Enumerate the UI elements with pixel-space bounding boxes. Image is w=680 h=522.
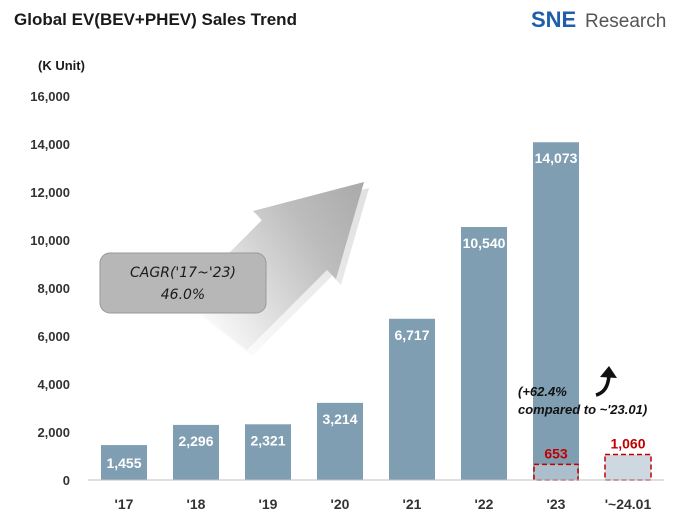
y-tick-label: 2,000 xyxy=(37,425,70,440)
bar xyxy=(101,445,147,480)
y-tick-label: 6,000 xyxy=(37,329,70,344)
unit-label: (K Unit) xyxy=(38,58,85,73)
x-tick-label: '23 xyxy=(547,496,566,512)
cagr-value: 46.0% xyxy=(161,287,205,303)
x-tick-label: '18 xyxy=(187,496,206,512)
bar-value-label: 2,321 xyxy=(250,432,285,448)
growth-note-line1: (+62.4% xyxy=(518,384,567,399)
x-tick-label: '17 xyxy=(115,496,134,512)
growth-note: (+62.4% compared to ~'23.01) xyxy=(518,366,647,417)
bar xyxy=(533,142,579,481)
bar-value-label: 2,296 xyxy=(178,433,213,449)
y-tick-label: 16,000 xyxy=(30,89,70,104)
growth-note-line2: compared to ~'23.01) xyxy=(518,402,647,417)
growth-arrowhead-icon xyxy=(600,366,617,378)
x-tick-label: '20 xyxy=(331,496,350,512)
bar-value-label: 14,073 xyxy=(535,150,578,166)
y-tick-label: 4,000 xyxy=(37,377,70,392)
bar xyxy=(317,402,363,480)
sne-research-logo: SNE Research xyxy=(531,7,666,32)
bar xyxy=(245,424,291,480)
y-tick-label: 10,000 xyxy=(30,233,70,248)
chart-title: Global EV(BEV+PHEV) Sales Trend xyxy=(14,10,297,29)
bar xyxy=(173,424,219,480)
y-tick-label: 12,000 xyxy=(30,185,70,200)
logo-suffix: Research xyxy=(585,11,666,32)
highlight-segment xyxy=(533,463,579,481)
highlight-value-label: 653 xyxy=(544,445,568,461)
y-tick-label: 14,000 xyxy=(30,137,70,152)
growth-arrow-icon xyxy=(595,374,611,397)
y-axis: 0 2,000 4,000 6,000 8,000 10,000 12,000 14,000 1… xyxy=(30,89,70,488)
logo-brand: SNE xyxy=(531,7,576,32)
bar-value-label: 6,717 xyxy=(394,327,429,343)
x-tick-label: '19 xyxy=(259,496,278,512)
cagr-label: CAGR('17~'23) xyxy=(130,265,236,281)
x-tick-label: '22 xyxy=(475,496,494,512)
bar-value-label: 1,455 xyxy=(106,455,141,471)
bar-value-label: 10,540 xyxy=(463,235,506,251)
partial-bar-value-label: 1,060 xyxy=(610,436,645,452)
x-tick-label: '21 xyxy=(403,496,422,512)
y-tick-label: 8,000 xyxy=(37,281,70,296)
y-tick-label: 0 xyxy=(63,473,70,488)
bar xyxy=(461,227,507,480)
bar-value-label: 3,214 xyxy=(322,411,357,427)
bars: 1,455 2,296 2,321 3,214 6,717 10,540 14,073 653… xyxy=(101,142,652,481)
partial-bar xyxy=(604,453,652,481)
cagr-callout: CAGR('17~'23) 46.0% xyxy=(99,252,267,314)
x-axis: '17 '18 '19 '20 '21 '22 '23 '~24.01 xyxy=(115,496,652,512)
x-tick-label: '~24.01 xyxy=(605,496,652,512)
bar xyxy=(389,318,435,480)
